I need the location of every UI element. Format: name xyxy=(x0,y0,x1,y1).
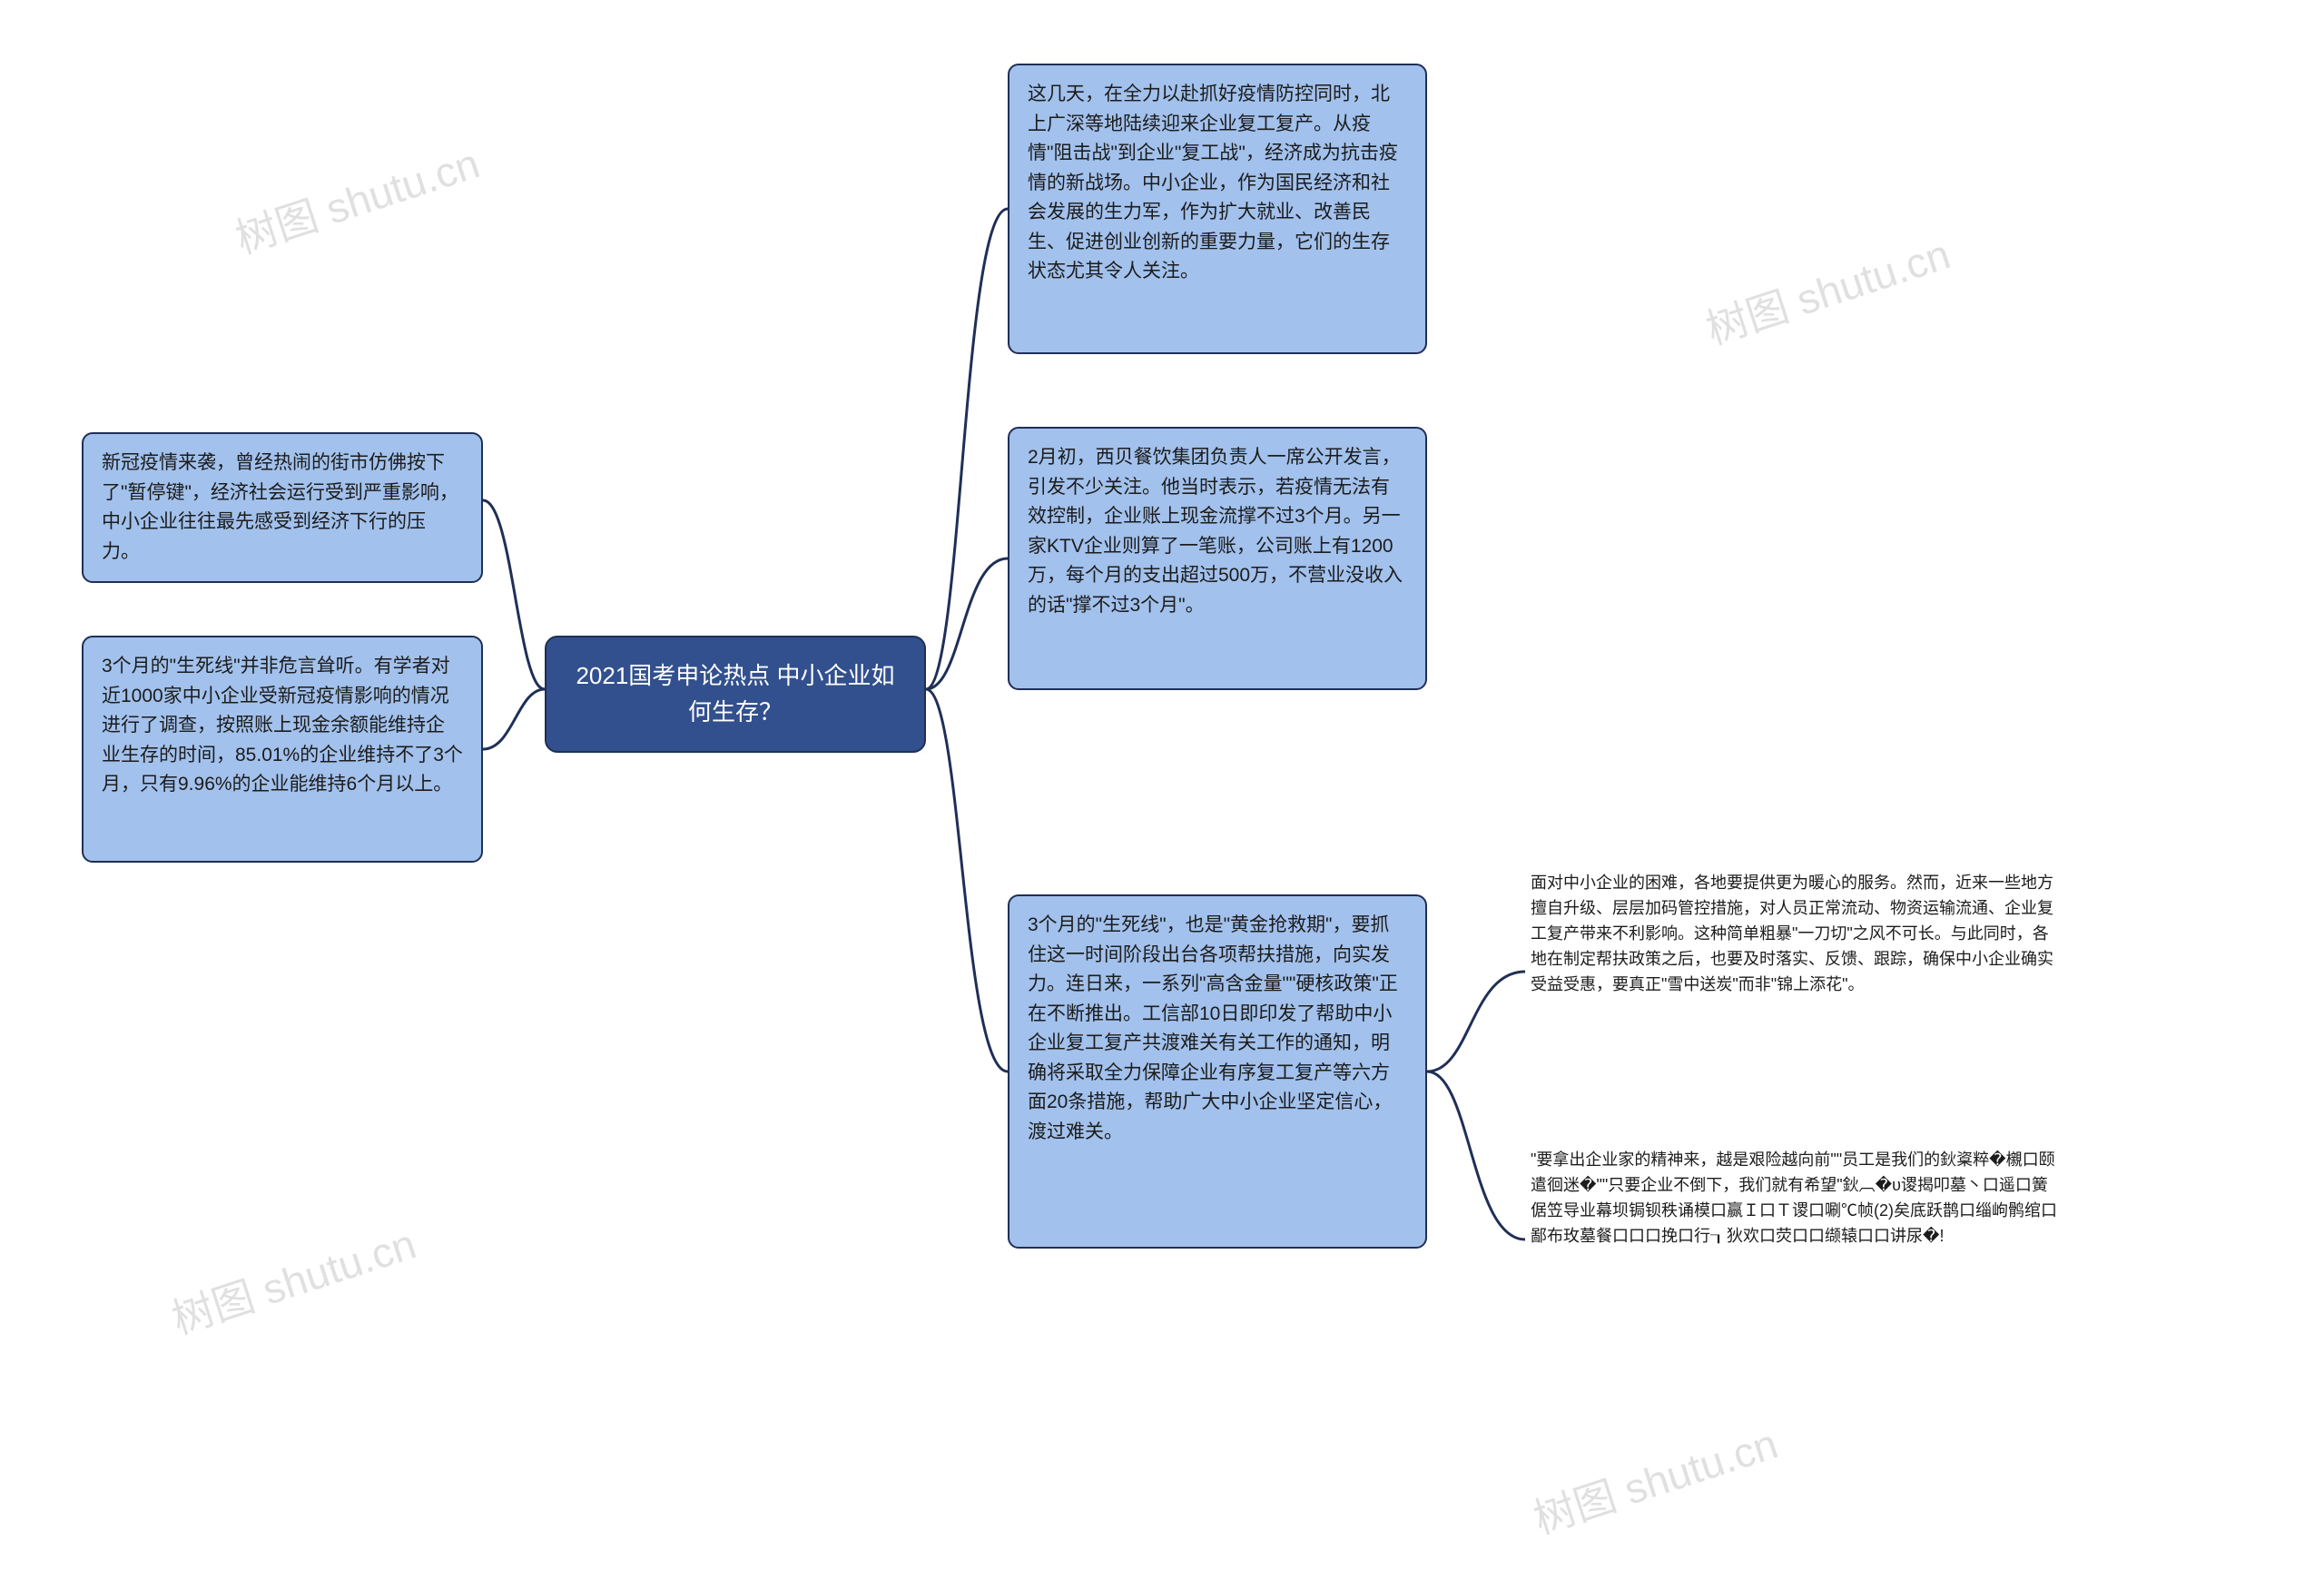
mindmap-leaf-2: "要拿出企业家的精神来，越是艰险越向前""员工是我们的鈥楶粹�櫬口颐遣徊迷�""… xyxy=(1525,1144,2065,1335)
mindmap-right-3: 3个月的"生死线"，也是"黄金抢救期"，要抓住这一时间阶段出台各项帮扶措施，向实… xyxy=(1008,894,1427,1249)
connector xyxy=(926,558,1008,689)
connector xyxy=(926,689,1008,1072)
connector xyxy=(1427,1072,1525,1239)
connector xyxy=(1427,972,1525,1072)
connector xyxy=(483,689,545,749)
watermark: 树图 shutu.cn xyxy=(1525,1411,1784,1546)
connector xyxy=(926,209,1008,689)
mindmap-right-1: 这几天，在全力以赴抓好疫情防控同时，北上广深等地陆续迎来企业复工复产。从疫情"阻… xyxy=(1008,64,1427,354)
mindmap-left-2: 3个月的"生死线"并非危言耸听。有学者对近1000家中小企业受新冠疫情影响的情况… xyxy=(82,636,483,863)
mindmap-root[interactable]: 2021国考申论热点 中小企业如何生存？ xyxy=(545,636,926,753)
connector xyxy=(483,500,545,689)
mindmap-left-1: 新冠疫情来袭，曾经热闹的街市仿佛按下了"暂停键"，经济社会运行受到严重影响，中小… xyxy=(82,432,483,583)
watermark: 树图 shutu.cn xyxy=(227,131,486,266)
mindmap-right-2: 2月初，西贝餐饮集团负责人一席公开发言，引发不少关注。他当时表示，若疫情无法有效… xyxy=(1008,427,1427,690)
mindmap-leaf-1: 面对中小企业的困难，各地要提供更为暖心的服务。然而，近来一些地方擅自升级、层层加… xyxy=(1525,867,2065,1076)
watermark: 树图 shutu.cn xyxy=(163,1211,422,1347)
watermark: 树图 shutu.cn xyxy=(1698,222,1956,357)
